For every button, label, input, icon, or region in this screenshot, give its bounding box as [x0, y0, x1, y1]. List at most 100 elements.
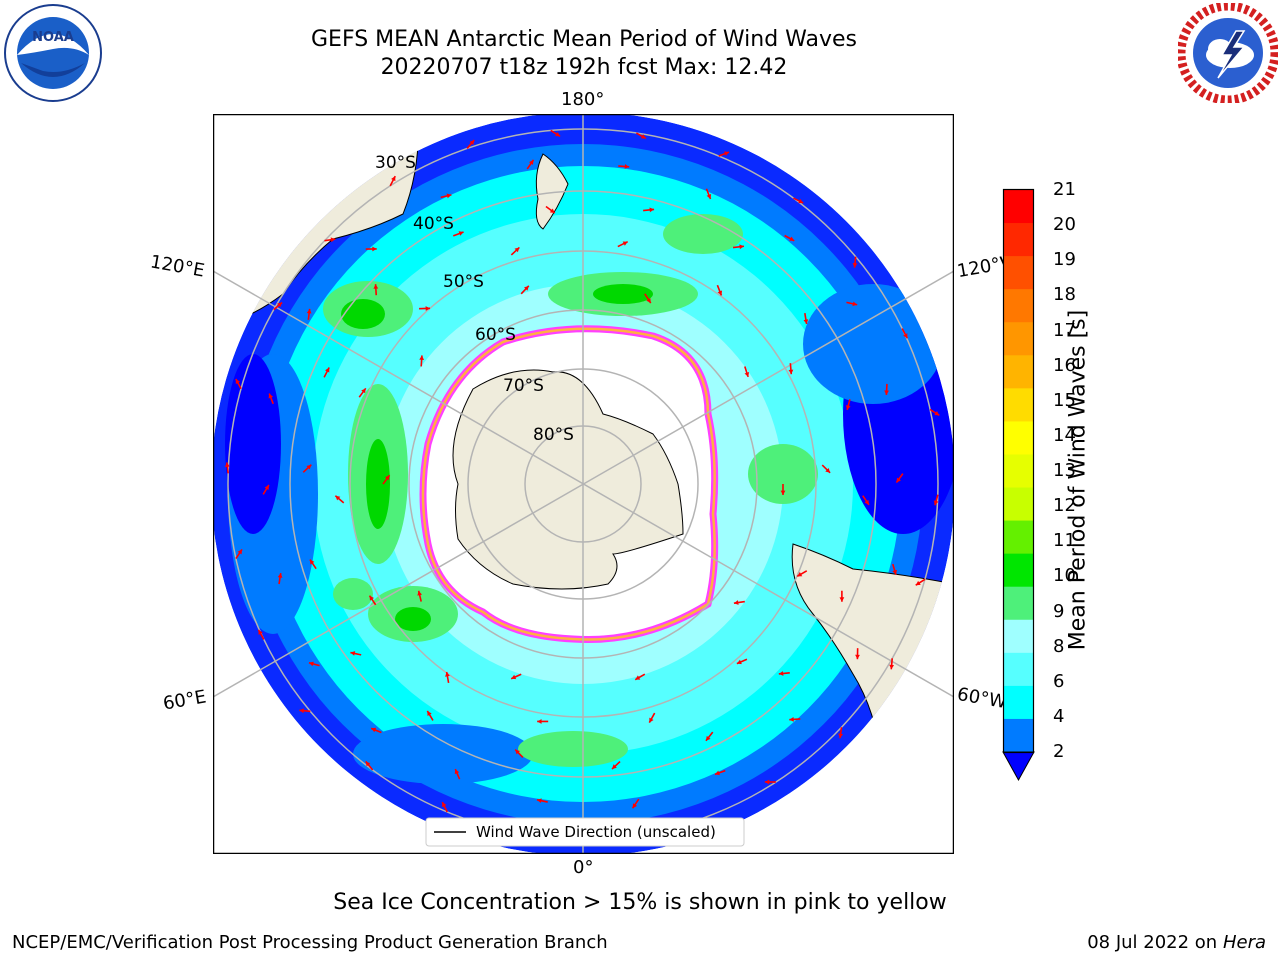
wind-wave-arrowhead — [442, 802, 447, 808]
wind-wave-arrowhead — [733, 600, 739, 605]
wind-wave-arrowhead — [264, 484, 269, 490]
wind-wave-arrowhead — [446, 193, 452, 199]
wind-wave-arrowhead — [458, 231, 464, 236]
wind-wave-arrowhead — [365, 761, 371, 767]
lat-label-50s: 50°S — [443, 272, 484, 292]
wind-wave-arrowhead — [306, 308, 312, 314]
colorbar-swatch — [1004, 388, 1033, 422]
footer-host: Hera — [1222, 932, 1266, 953]
wind-wave-arrowhead — [864, 499, 869, 505]
map-title: GEFS MEAN Antarctic Mean Period of Wind … — [311, 27, 857, 52]
lon-label-120e: 120°E — [148, 251, 207, 282]
wind-wave-arrowhead — [427, 710, 432, 716]
wind-wave-arrowhead — [896, 477, 901, 483]
wind-wave-arrowhead — [717, 290, 723, 296]
wind-wave-arrowhead — [299, 708, 304, 714]
map-panel: 30°S 40°S 50°S 60°S 70°S 80°S Wind Wave … — [212, 113, 955, 855]
wind-wave-arrowhead — [744, 372, 750, 377]
wind-wave-arrowhead — [624, 164, 630, 169]
colorbar-tick-label: 11 — [1053, 530, 1076, 552]
colorbar-tick-label: 6 — [1053, 670, 1065, 692]
wind-wave-arrowhead — [425, 306, 431, 311]
colorbar-border — [1002, 188, 1035, 754]
colorbar-tick-label: 10 — [1053, 565, 1076, 587]
colorbar-tick-label: 15 — [1053, 389, 1076, 411]
wind-wave-arrowhead — [524, 285, 529, 291]
wind-wave-arrowhead — [224, 462, 230, 468]
wind-wave-arrowhead — [724, 151, 730, 156]
wind-wave-arrowhead — [469, 140, 475, 145]
wind-wave-arrowhead — [511, 674, 517, 680]
wind-wave-arrows — [224, 129, 940, 813]
colorbar-swatch — [1004, 190, 1033, 224]
wind-wave-arrowhead — [371, 727, 377, 733]
wind-wave-arrowhead — [330, 237, 336, 243]
wind-wave-arrowhead — [308, 661, 314, 667]
wind-wave-arrowhead — [237, 549, 243, 555]
colorbar-tick-label: 12 — [1053, 495, 1076, 517]
lat-label-60s: 60°S — [475, 325, 516, 345]
wind-wave-arrowhead — [789, 236, 795, 241]
noaa-logo-icon: NOAA — [4, 4, 102, 102]
wind-wave-arrowhead — [649, 717, 654, 723]
colorbar-tick-label: 8 — [1053, 635, 1065, 657]
colorbar-tick-label: 17 — [1053, 319, 1076, 341]
footer-date: 08 Jul 2022 on Hera — [1087, 932, 1266, 953]
wind-wave-arrowhead — [277, 302, 283, 308]
colorbar-swatch — [1004, 520, 1033, 555]
colorbar-tick-label: 16 — [1053, 354, 1076, 376]
lat-label-40s: 40°S — [413, 214, 454, 234]
wind-wave-arrowhead — [350, 651, 356, 656]
wind-wave-arrowhead — [361, 388, 366, 394]
wind-wave-arrowhead — [884, 390, 889, 395]
wind-wave-arrowhead — [855, 654, 860, 660]
wind-wave-arrowhead — [611, 764, 617, 770]
colorbar-label-wrap: Mean Period of Wind Waves [s] — [1058, 310, 1098, 650]
lon-label-0: 0° — [573, 857, 594, 878]
wind-wave-arrowhead — [454, 769, 460, 775]
colorbar-swatch — [1004, 256, 1033, 290]
colorbar-swatch — [1004, 223, 1033, 257]
colorbar-swatch — [1004, 619, 1033, 654]
colorbar-swatch — [1004, 553, 1033, 588]
colorbar-swatch — [1004, 454, 1033, 489]
wind-wave-arrowhead — [852, 301, 858, 307]
wind-wave-arrowhead — [335, 495, 341, 501]
lat-label-80s: 80°S — [533, 425, 574, 445]
wind-wave-arrowhead — [622, 241, 628, 246]
colorbar — [1002, 188, 1035, 782]
wind-wave-arrowhead — [778, 671, 784, 676]
wind-wave-arrowhead — [309, 559, 315, 565]
colorbar-swatch — [1004, 289, 1033, 323]
wind-wave-arrowhead — [258, 629, 263, 635]
map-border — [212, 113, 955, 855]
colorbar-swatch — [1004, 421, 1033, 455]
colorbar-tick-label: 19 — [1053, 249, 1076, 271]
wind-wave-arrowhead — [852, 263, 858, 268]
wind-wave-arrowhead — [536, 798, 542, 804]
wind-wave-arrowhead — [845, 405, 851, 410]
antarctica-landmass — [452, 369, 684, 590]
map-legend-label: Wind Wave Direction (unscaled) — [476, 823, 716, 841]
colorbar-swatch — [1004, 322, 1033, 356]
wind-wave-arrowhead — [385, 475, 390, 481]
wind-wave-arrowhead — [555, 131, 561, 137]
national-weather-service-logo-icon — [1178, 3, 1278, 103]
wind-wave-arrowhead — [903, 333, 908, 339]
wind-wave-arrowhead — [419, 355, 425, 361]
graticule — [213, 114, 954, 854]
lon-label-60e: 60°E — [161, 686, 208, 715]
footer-date-text: 08 Jul 2022 on — [1087, 932, 1223, 953]
new-zealand-landmass — [535, 153, 569, 230]
wind-wave-arrowhead — [739, 244, 744, 250]
wind-wave-arrowhead — [306, 464, 312, 470]
colorbar-swatch — [1004, 652, 1033, 687]
colorbar-swatch — [1004, 685, 1033, 720]
sea-ice-caption: Sea Ice Concentration > 15% is shown in … — [333, 890, 947, 915]
wind-wave-arrowhead — [915, 580, 921, 586]
map-legend-box — [425, 817, 745, 847]
footer-branch: NCEP/EMC/Verification Post Processing Pr… — [12, 932, 608, 953]
colorbar-swatch — [1004, 355, 1033, 389]
colorbar-tick-label: 18 — [1053, 284, 1076, 306]
wind-wave-arrowhead — [529, 159, 534, 165]
